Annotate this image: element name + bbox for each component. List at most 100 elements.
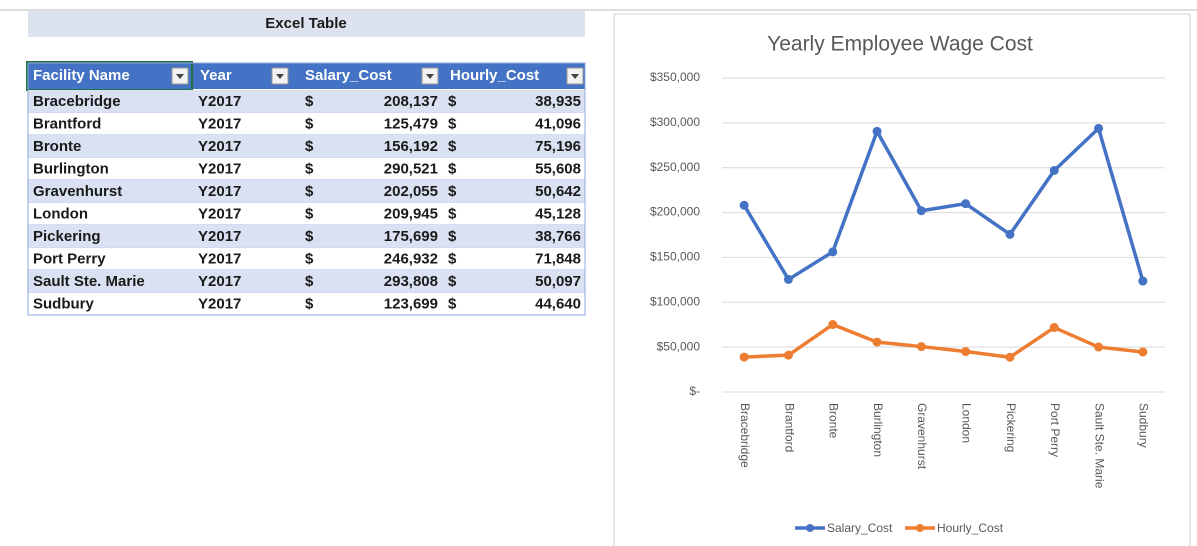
table-cell: $ [448,273,457,290]
row-bg [28,225,585,248]
table-cell: Bronte [33,138,81,155]
row-bg [28,157,585,180]
data-point [872,126,882,136]
table-cell: 246,932 [384,251,438,268]
x-tick-label: Pickering [1004,403,1018,452]
x-tick-label: Port Perry [1048,403,1062,457]
table-cell: Y2017 [198,273,241,290]
data-point [739,200,749,210]
table-cell: Y2017 [198,138,241,155]
x-tick-label: Sault Ste. Marie [1092,403,1106,489]
table-cell: $ [305,251,314,268]
y-tick-label: $50,000 [657,339,701,353]
y-tick-label: $300,000 [650,115,700,129]
table-cell: $ [305,138,314,155]
row-bg [28,135,585,158]
table-cell: 44,640 [535,296,581,313]
table-cell: $ [448,296,457,313]
row-bg [28,270,585,293]
data-point [1094,123,1104,133]
table-cell: $ [305,206,314,223]
data-point [1094,342,1104,352]
data-point [828,320,838,330]
x-tick-label: Sudbury [1137,403,1151,448]
chart-frame [613,13,1191,546]
data-point [828,247,838,257]
header-cell: Salary_Cost [305,67,392,84]
table-cell: $ [448,183,457,200]
row-bg [28,112,585,135]
table-cell: 175,699 [384,228,438,245]
table-cell: Brantford [33,116,101,133]
table-cell: 123,699 [384,296,438,313]
table-cell: 41,096 [535,116,581,133]
y-tick-label: $100,000 [650,294,700,308]
filter-arrow [276,74,284,79]
table-cell: 55,608 [535,161,581,178]
table-cell: $ [448,138,457,155]
header-row [28,63,585,89]
x-tick-label: Gravenhurst [915,403,929,470]
table-cell: Port Perry [33,251,106,268]
table-cell: 209,945 [384,206,438,223]
table-cell: Y2017 [198,228,241,245]
table-title: Excel Table [265,15,346,32]
data-point [1138,347,1148,357]
data-point [1049,165,1059,175]
header-cell: Facility Name [33,67,130,84]
table-cell: 290,521 [384,161,438,178]
y-tick-label: $- [689,384,700,398]
table-cell: 208,137 [384,93,438,110]
x-tick-label: Bracebridge [738,403,752,468]
data-point [872,337,882,347]
series-line [744,322,1144,359]
table-cell: London [33,206,88,223]
table-cell: $ [448,161,457,178]
table-cell: 293,808 [384,273,438,290]
filter-arrow [571,74,579,79]
table-cell: 71,848 [535,251,581,268]
table-cell: $ [305,273,314,290]
data-point [1138,276,1148,286]
table-cell: 45,128 [535,206,581,223]
y-tick-label: $350,000 [650,70,700,84]
table-cell: $ [448,251,457,268]
title-bar [28,11,585,37]
x-tick-label: Burlington [871,403,885,457]
table-cell: 125,479 [384,116,438,133]
filter-arrow [176,74,184,79]
data-point [916,342,926,352]
data-point [1005,229,1015,239]
legend-dot [806,524,814,532]
row-bg [28,90,585,113]
data-point [961,347,971,357]
table-cell: $ [448,206,457,223]
table-cell: $ [305,296,314,313]
table-cell: 75,196 [535,138,581,155]
data-point [1005,352,1015,362]
table-cell: Bracebridge [33,93,121,110]
row-bg [28,180,585,203]
x-tick-label: London [959,403,973,443]
table-cell: Y2017 [198,116,241,133]
filter-arrow [426,74,434,79]
legend-dot [916,524,924,532]
legend-label: Hourly_Cost [937,521,1004,535]
y-tick-label: $150,000 [650,250,700,264]
row-bg [28,202,585,225]
table-cell: Y2017 [198,206,241,223]
table-border [27,62,586,316]
row-bg [28,247,585,270]
table-cell: $ [305,183,314,200]
chart-title: Yearly Employee Wage Cost [767,33,1033,56]
table-cell: 156,192 [384,138,438,155]
table-cell: 38,935 [535,93,581,110]
row-bg [28,292,585,315]
table-cell: Y2017 [198,183,241,200]
table-cell: Sault Ste. Marie [33,273,145,290]
header-cell: Hourly_Cost [450,67,539,84]
legend-label: Salary_Cost [827,521,893,535]
data-point [783,274,793,284]
y-tick-label: $200,000 [650,205,700,219]
